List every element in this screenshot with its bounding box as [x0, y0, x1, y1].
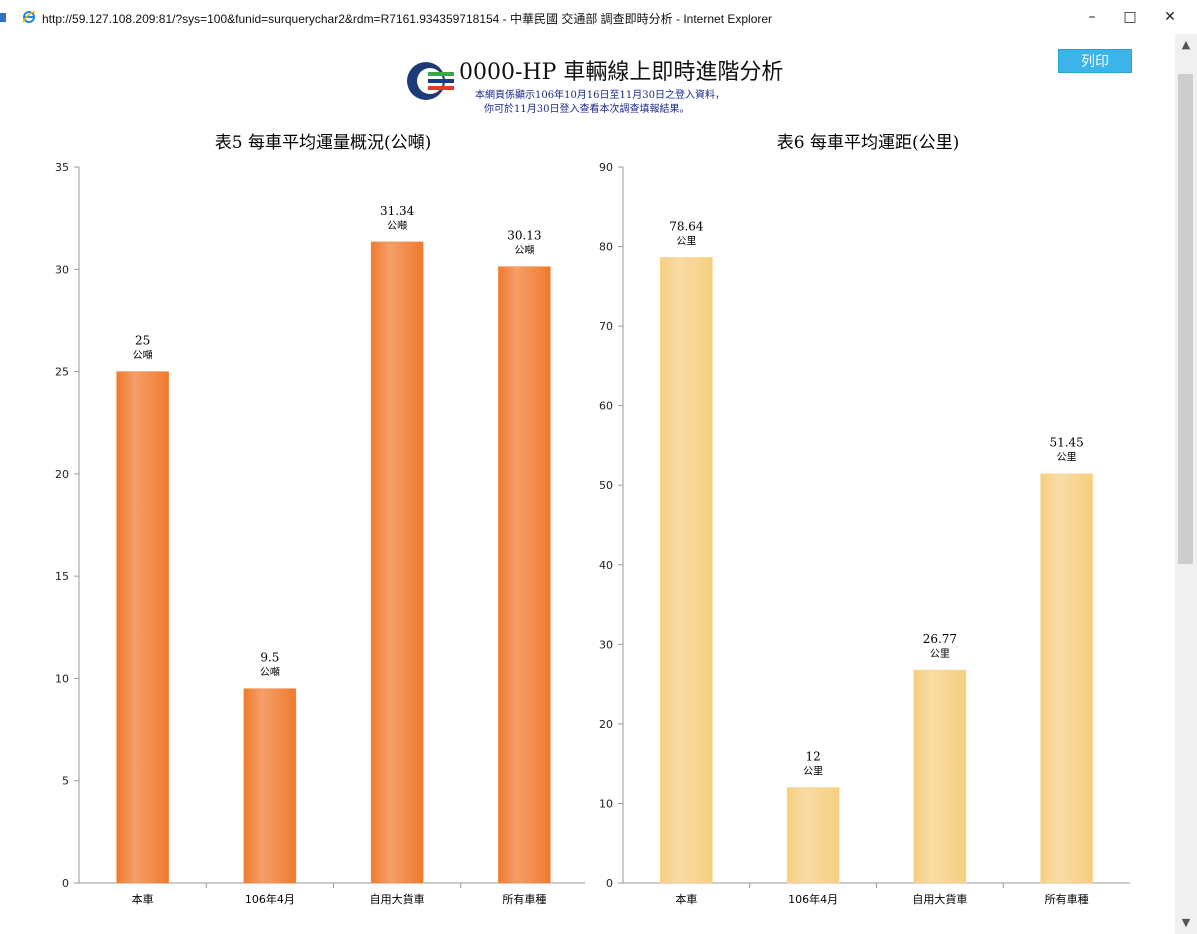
x-tick-label: 本車: [675, 892, 697, 906]
bar: [1040, 473, 1093, 884]
x-tick-label: 本車: [132, 892, 154, 906]
data-label: 78.64: [669, 219, 704, 233]
page-content: [0, 34, 1175, 934]
y-tick-label: 30: [599, 638, 613, 651]
y-tick-label: 10: [55, 672, 69, 685]
data-label-unit: 公里: [930, 648, 950, 660]
scrollbar-thumb[interactable]: [1178, 74, 1193, 564]
notice-line-2: 你可於11月30日登入查看本次調查填報結果。: [484, 104, 690, 115]
vertical-scrollbar[interactable]: ▲ ▼: [1175, 34, 1197, 934]
data-label-unit: 公里: [1057, 452, 1077, 464]
x-tick-label: 自用大貨車: [912, 892, 967, 906]
x-tick-label: 106年4月: [245, 892, 295, 906]
data-label-unit: 公里: [803, 766, 823, 778]
notice-line-1: 本網頁係顯示106年10月16日至11月30日之登入資料，: [475, 90, 725, 101]
y-tick-label: 35: [55, 161, 69, 174]
y-tick-label: 50: [599, 479, 613, 492]
print-button[interactable]: 列印: [1058, 49, 1132, 73]
y-tick-label: 40: [599, 559, 613, 572]
y-tick-label: 80: [599, 241, 613, 254]
scroll-up-icon[interactable]: ▲: [1181, 37, 1191, 51]
internet-explorer-icon: [22, 11, 36, 23]
x-tick-label: 106年4月: [788, 892, 838, 906]
y-tick-label: 20: [55, 468, 69, 481]
data-label: 26.77: [923, 632, 957, 646]
y-tick-label: 25: [55, 366, 69, 379]
scroll-down-icon[interactable]: ▼: [1181, 915, 1191, 929]
data-label: 12: [805, 750, 820, 764]
x-tick-label: 所有車種: [1045, 892, 1089, 906]
data-label-unit: 公噸: [514, 244, 534, 257]
maximize-button[interactable]: □: [1123, 9, 1137, 25]
window-edge-icon: [0, 13, 6, 22]
data-label-unit: 公噸: [387, 219, 407, 232]
data-label: 25: [135, 334, 150, 348]
chart-title: 表5 每車平均運量概況(公噸): [215, 133, 431, 153]
bar: [660, 257, 713, 884]
y-tick-label: 0: [62, 877, 69, 890]
data-label-unit: 公噸: [260, 666, 280, 679]
window-titlebar: http://59.127.108.209:81/?sys=100&funid=…: [0, 0, 1197, 34]
x-tick-label: 自用大貨車: [370, 892, 425, 906]
data-label: 31.34: [380, 204, 415, 218]
x-tick-label: 所有車種: [502, 892, 546, 906]
bar: [116, 371, 169, 884]
y-tick-label: 70: [599, 320, 613, 333]
data-label-unit: 公里: [676, 235, 696, 247]
chart-distance: 表6 每車平均運距(公里) 0 10 20 30 40 50 60 70 80 90 78.64 公里本…: [599, 133, 1130, 906]
bar: [243, 688, 297, 884]
bar: [498, 266, 551, 884]
data-label-unit: 公噸: [133, 349, 153, 362]
y-tick-label: 15: [55, 570, 69, 583]
data-label: 51.45: [1049, 436, 1083, 450]
y-tick-label: 90: [599, 161, 613, 174]
bar: [786, 787, 840, 884]
logo: [407, 62, 454, 100]
data-label: 30.13: [507, 229, 541, 243]
y-tick-label: 20: [599, 718, 613, 731]
y-tick-label: 30: [55, 263, 69, 276]
data-label: 9.5: [260, 651, 279, 665]
y-tick-label: 10: [599, 797, 613, 810]
bar: [370, 241, 424, 884]
page-title: 0000-HP 車輛線上即時進階分析: [459, 60, 784, 85]
y-tick-label: 5: [62, 775, 69, 788]
close-button[interactable]: ✕: [1164, 9, 1176, 25]
minimize-button[interactable]: –: [1088, 9, 1096, 25]
y-tick-label: 0: [606, 877, 613, 890]
y-tick-label: 60: [599, 400, 613, 413]
bar: [913, 669, 967, 884]
chart-tons: 表5 每車平均運量概況(公噸)0510152025303525公噸本車9.5公噸…: [55, 133, 585, 906]
window-title: http://59.127.108.209:81/?sys=100&funid=…: [42, 12, 773, 26]
chart-title: 表6 每車平均運距(公里): [777, 133, 959, 153]
